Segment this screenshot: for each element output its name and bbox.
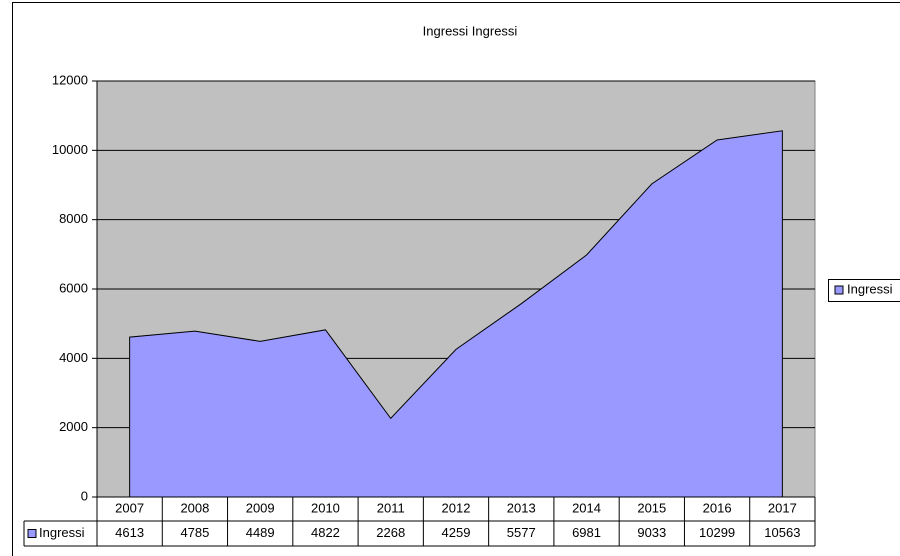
table-value: 10563 (764, 525, 800, 540)
area (129, 130, 783, 498)
x-tick-label: 2011 (377, 500, 405, 515)
table-value: 5577 (507, 525, 536, 540)
table-value: 4489 (246, 525, 275, 540)
x-tick-label: 2010 (311, 500, 340, 515)
x-tick-label: 2012 (442, 500, 471, 515)
table-value: 4259 (442, 525, 471, 540)
table-value: 9033 (637, 525, 666, 540)
legend-box (828, 279, 900, 302)
table-value: 4822 (311, 525, 340, 540)
y-tick-label: 6000 (59, 280, 88, 295)
y-tick-label: 0 (81, 488, 88, 503)
x-tick-label: 2013 (507, 500, 536, 515)
chart-title: Ingressi Ingressi (423, 23, 518, 38)
x-tick-label: 2016 (703, 500, 732, 515)
x-tick-label: 2015 (637, 500, 666, 515)
y-tick-label: 4000 (59, 350, 88, 365)
legend-key (834, 285, 844, 295)
table-value: 4613 (115, 525, 144, 540)
table-value: 2268 (376, 525, 405, 540)
x-tick-label: 2008 (180, 500, 209, 515)
table-value: 4785 (180, 525, 209, 540)
y-tick-label: 8000 (59, 211, 88, 226)
y-tick-label: 2000 (59, 419, 88, 434)
x-tick-label: 2007 (115, 500, 144, 515)
table-value: 6981 (572, 525, 601, 540)
x-tick-label: 2014 (572, 500, 601, 515)
legend-label: Ingressi (847, 281, 893, 296)
legend-key (27, 529, 37, 538)
table-row-label: Ingressi (39, 525, 85, 540)
x-tick-label: 2017 (768, 500, 797, 515)
x-tick-label: 2009 (246, 500, 275, 515)
y-tick-label: 10000 (52, 142, 88, 157)
table-value: 10299 (699, 525, 735, 540)
y-tick-label: 12000 (52, 72, 88, 87)
